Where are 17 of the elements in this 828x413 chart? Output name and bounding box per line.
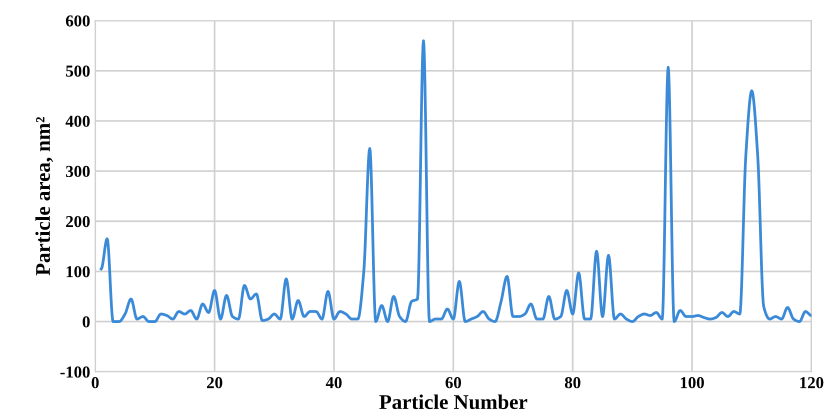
y-tick-label: 0 — [82, 316, 90, 328]
x-axis-title: Particle Number — [379, 394, 528, 410]
y-tick-label: 100 — [66, 266, 90, 278]
y-tick-label: 600 — [66, 15, 90, 27]
x-tick-label: 20 — [206, 377, 222, 388]
y-tick-label: 300 — [66, 166, 90, 178]
y-tick-label: -100 — [60, 366, 90, 378]
y-axis-title: Particle area, nm² — [35, 117, 54, 276]
x-tick-label: 120 — [800, 377, 824, 388]
x-tick-label: 80 — [564, 377, 580, 388]
x-tick-label: 60 — [446, 377, 462, 388]
y-tick-label: 200 — [66, 216, 90, 228]
x-tick-label: 100 — [680, 377, 704, 388]
y-tick-label: 400 — [66, 116, 90, 127]
x-tick-label: 40 — [326, 377, 342, 388]
y-tick-label: 500 — [66, 66, 90, 77]
x-tick-label: 0 — [92, 377, 99, 388]
